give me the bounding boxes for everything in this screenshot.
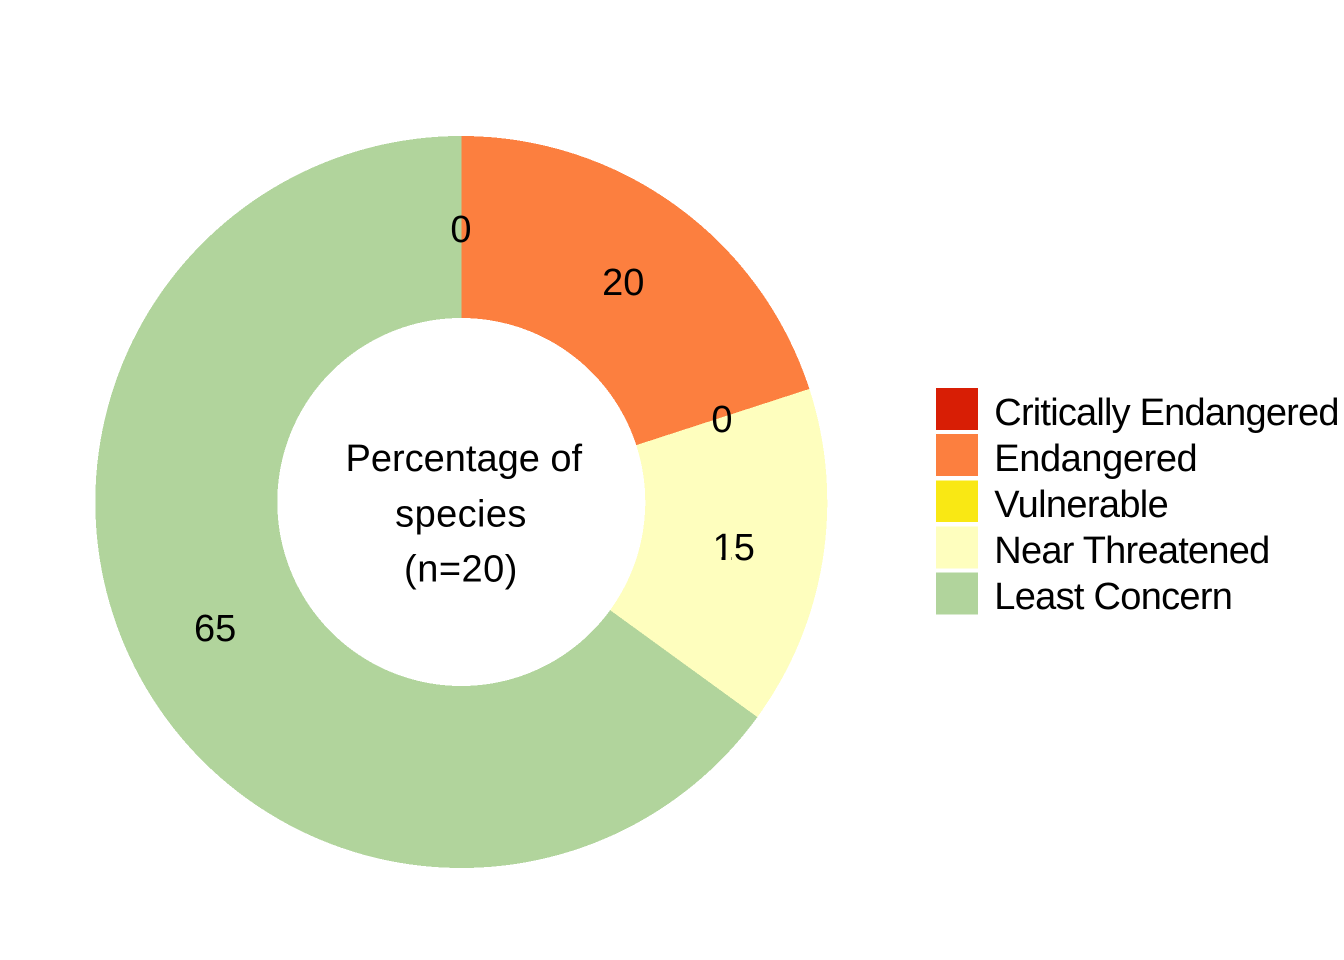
svg-text:Endangered: Endangered bbox=[994, 438, 1197, 480]
svg-text:Critically Endangered: Critically Endangered bbox=[994, 392, 1338, 434]
svg-text:0: 0 bbox=[450, 209, 471, 251]
svg-text:Near Threatened: Near Threatened bbox=[994, 530, 1269, 572]
svg-text:15: 15 bbox=[713, 527, 755, 569]
svg-text:65: 65 bbox=[194, 608, 236, 650]
svg-text:0: 0 bbox=[711, 399, 732, 441]
svg-text:20: 20 bbox=[602, 262, 644, 304]
svg-text:Least Concern: Least Concern bbox=[994, 576, 1232, 618]
svg-text:Percentage of: Percentage of bbox=[345, 438, 582, 480]
svg-text:Vulnerable: Vulnerable bbox=[994, 484, 1168, 526]
svg-text:species: species bbox=[395, 493, 527, 535]
svg-text:(n=20): (n=20) bbox=[404, 549, 518, 591]
